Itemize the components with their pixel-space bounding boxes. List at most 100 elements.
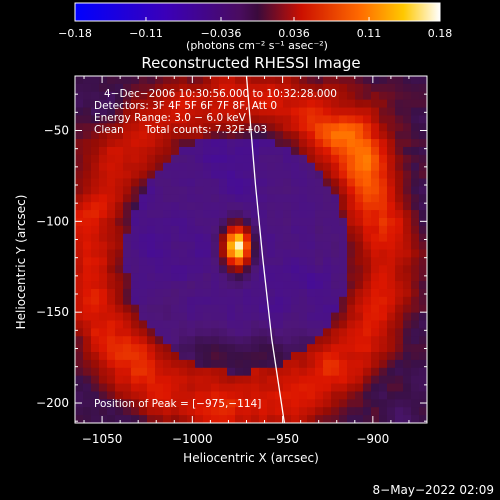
heatmap-cell: [275, 415, 284, 423]
heatmap-cell: [339, 383, 348, 393]
heatmap-cell: [91, 202, 100, 211]
heatmap-cell: [219, 139, 228, 148]
heatmap-cell: [123, 76, 132, 85]
heatmap-cell: [411, 178, 420, 188]
heatmap-cell: [131, 83, 140, 93]
heatmap-cell: [195, 123, 204, 132]
heatmap-cell: [371, 139, 380, 148]
heatmap-cell: [203, 367, 212, 377]
heatmap-cell: [187, 375, 196, 385]
heatmap-cell: [379, 383, 388, 393]
heatmap-cell: [291, 194, 300, 203]
heatmap-cell: [347, 83, 356, 93]
heatmap-cell: [171, 249, 180, 258]
heatmap-cell: [331, 415, 340, 423]
heatmap-cell: [115, 336, 124, 345]
heatmap-cell: [195, 312, 204, 322]
heatmap-cell: [107, 210, 116, 219]
heatmap-cell: [355, 399, 364, 408]
heatmap-cell: [179, 304, 188, 314]
heatmap-cell: [155, 154, 164, 164]
heatmap-cell: [339, 375, 348, 385]
heatmap-cell: [139, 107, 148, 117]
heatmap-cell: [243, 225, 252, 235]
heatmap-cell: [323, 399, 332, 408]
heatmap-cell: [315, 312, 324, 322]
heatmap-cell: [171, 375, 180, 385]
heatmap-cell: [419, 296, 427, 306]
heatmap-cell: [187, 312, 196, 322]
heatmap-cell: [75, 178, 84, 188]
heatmap-cell: [115, 170, 124, 180]
heatmap-cell: [387, 304, 396, 314]
heatmap-cell: [83, 162, 92, 172]
heatmap-cell: [107, 123, 116, 132]
heatmap-cell: [99, 288, 108, 298]
heatmap-cell: [315, 352, 324, 361]
heatmap-cell: [251, 225, 260, 235]
heatmap-cell: [291, 139, 300, 148]
heatmap-cell: [307, 178, 316, 188]
heatmap-cell: [251, 344, 260, 353]
heatmap-cell: [243, 123, 252, 132]
heatmap-cell: [275, 139, 284, 148]
heatmap-cell: [371, 328, 380, 337]
heatmap-cell: [203, 210, 212, 219]
heatmap-cell: [219, 178, 228, 188]
heatmap-cell: [99, 225, 108, 235]
heatmap-cell: [187, 304, 196, 314]
heatmap-cell: [171, 115, 180, 124]
heatmap-cell: [187, 352, 196, 361]
heatmap-cell: [395, 99, 404, 109]
heatmap-cell: [75, 407, 84, 416]
heatmap-cell: [275, 107, 284, 117]
heatmap-cell: [91, 399, 100, 408]
heatmap-cell: [307, 273, 316, 282]
heatmap-cell: [307, 123, 316, 132]
heatmap-cell: [267, 194, 276, 203]
heatmap-cell: [339, 91, 348, 101]
heatmap-cell: [243, 407, 252, 416]
heatmap-cell: [387, 336, 396, 345]
heatmap-cell: [163, 288, 172, 298]
heatmap-cell: [307, 107, 316, 117]
heatmap-cell: [379, 99, 388, 109]
heatmap-cell: [99, 194, 108, 203]
heatmap-cell: [155, 304, 164, 314]
heatmap-cell: [371, 391, 380, 400]
heatmap-cell: [131, 336, 140, 345]
heatmap-cell: [75, 415, 84, 423]
heatmap-cell: [355, 288, 364, 298]
heatmap-cell: [115, 139, 124, 148]
heatmap-cell: [315, 178, 324, 188]
heatmap-cell: [363, 178, 372, 188]
heatmap-cell: [403, 257, 412, 266]
heatmap-cell: [179, 76, 188, 85]
heatmap-cell: [75, 202, 84, 211]
heatmap-cell: [363, 194, 372, 203]
heatmap-cell: [371, 312, 380, 322]
heatmap-cell: [83, 367, 92, 377]
heatmap-cell: [307, 320, 316, 329]
heatmap-cell: [179, 107, 188, 117]
heatmap-cell: [315, 249, 324, 258]
heatmap-cell: [291, 320, 300, 329]
heatmap-cell: [83, 202, 92, 211]
heatmap-cell: [379, 162, 388, 172]
heatmap-cell: [379, 115, 388, 124]
heatmap-cell: [355, 162, 364, 172]
heatmap-cell: [347, 296, 356, 306]
heatmap-cell: [363, 296, 372, 306]
heatmap-cell: [371, 344, 380, 353]
heatmap-cell: [147, 407, 156, 416]
heatmap-cell: [347, 131, 356, 140]
heatmap-cell: [91, 170, 100, 180]
heatmap-cell: [107, 91, 116, 101]
heatmap-cell: [291, 131, 300, 140]
heatmap-cell: [355, 415, 364, 423]
heatmap-cell: [339, 296, 348, 306]
heatmap-cell: [171, 288, 180, 298]
heatmap-cell: [411, 241, 420, 251]
heatmap-cell: [347, 194, 356, 203]
heatmap-cell: [131, 344, 140, 353]
